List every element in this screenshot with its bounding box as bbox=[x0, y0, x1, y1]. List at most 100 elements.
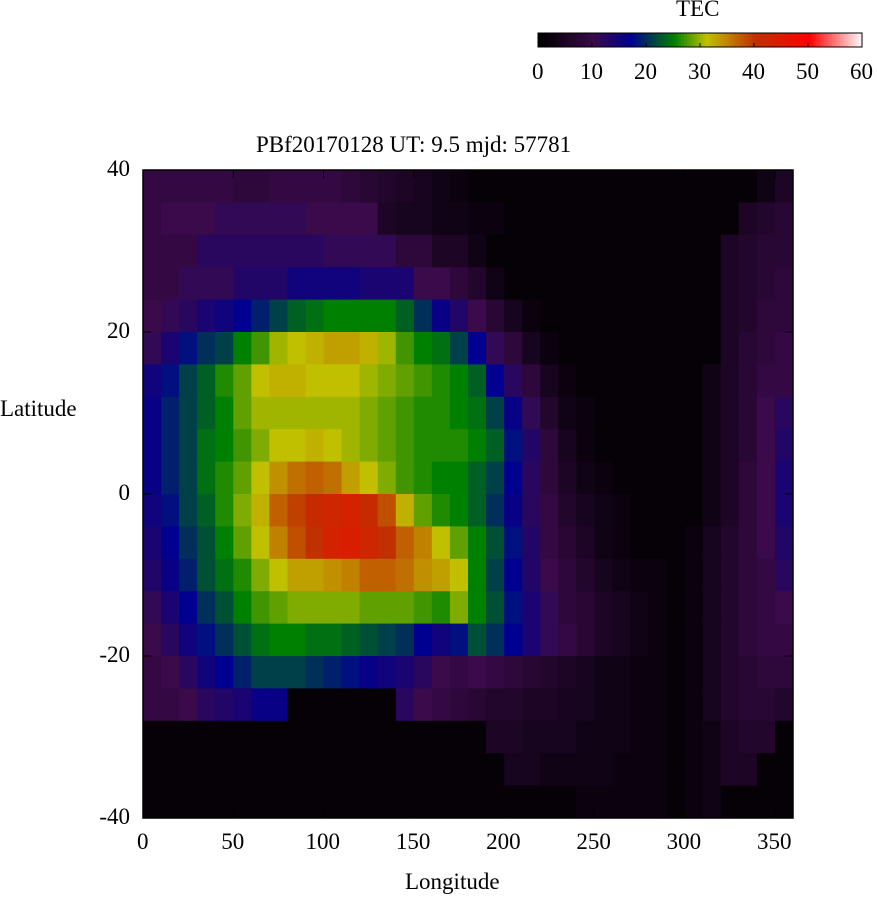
heatmap-cell bbox=[341, 461, 361, 495]
heatmap-cell bbox=[558, 332, 577, 365]
heatmap-cell bbox=[305, 202, 325, 236]
heatmap-cell bbox=[359, 494, 379, 527]
heatmap-cell bbox=[738, 396, 758, 430]
heatmap-cell bbox=[287, 720, 306, 754]
heatmap-cell bbox=[197, 170, 216, 203]
heatmap-cell bbox=[377, 688, 397, 722]
heatmap-cell bbox=[774, 785, 794, 819]
heatmap-cell bbox=[648, 591, 668, 625]
heatmap-cell bbox=[738, 332, 758, 365]
heatmap-cell bbox=[702, 170, 722, 203]
heatmap-cell bbox=[486, 688, 505, 722]
heatmap-cell bbox=[215, 494, 234, 527]
heatmap-cell bbox=[161, 429, 180, 463]
heatmap-cell bbox=[359, 526, 379, 560]
heatmap-cell bbox=[395, 429, 415, 463]
colorbar-segment bbox=[540, 33, 544, 47]
heatmap-cell bbox=[287, 170, 306, 203]
heatmap-cell bbox=[287, 267, 306, 301]
colorbar-segment bbox=[783, 33, 787, 47]
heatmap-cell bbox=[323, 688, 343, 722]
heatmap-cell bbox=[305, 753, 325, 787]
heatmap-cell bbox=[630, 753, 650, 787]
heatmap-cell bbox=[143, 494, 162, 527]
heatmap-cell bbox=[377, 299, 397, 333]
heatmap-cell bbox=[161, 202, 180, 236]
heatmap-cell bbox=[666, 558, 686, 592]
heatmap-cell bbox=[756, 526, 776, 560]
colorbar-segment bbox=[583, 33, 588, 47]
heatmap-cell bbox=[251, 558, 270, 592]
heatmap-cell bbox=[702, 332, 722, 365]
heatmap-cell bbox=[323, 494, 343, 527]
heatmap-cell bbox=[486, 720, 505, 754]
heatmap-cell bbox=[720, 299, 740, 333]
heatmap-cell bbox=[251, 170, 270, 203]
heatmap-cell bbox=[449, 591, 469, 625]
colorbar-segment bbox=[826, 33, 831, 47]
colorbar-segment bbox=[691, 33, 696, 47]
heatmap-cell bbox=[215, 202, 234, 236]
heatmap-cell bbox=[468, 526, 487, 560]
heatmap-cell bbox=[702, 623, 722, 657]
colorbar-tick-label: 30 bbox=[688, 59, 711, 84]
heatmap-cell bbox=[756, 396, 776, 430]
heatmap-cell bbox=[161, 396, 180, 430]
heatmap-cell bbox=[720, 332, 740, 365]
heatmap-cell bbox=[612, 753, 631, 787]
heatmap-cell bbox=[468, 623, 487, 657]
heatmap-cell bbox=[359, 170, 379, 203]
heatmap-cell bbox=[251, 753, 270, 787]
colorbar-segment bbox=[727, 33, 731, 47]
heatmap-cell bbox=[612, 558, 631, 592]
heatmap-cell bbox=[359, 364, 379, 398]
heatmap-cell bbox=[197, 720, 216, 754]
heatmap-cell bbox=[341, 332, 361, 365]
heatmap-cell bbox=[233, 494, 252, 527]
colorbar-segment bbox=[832, 33, 836, 47]
heatmap-cell bbox=[359, 753, 379, 787]
colorbar-segment bbox=[799, 33, 804, 47]
heatmap-cell bbox=[143, 267, 162, 301]
colorbar-segment bbox=[629, 33, 634, 47]
heatmap-cell bbox=[359, 688, 379, 722]
heatmap-cell bbox=[522, 494, 541, 527]
heatmap-cell bbox=[233, 202, 252, 236]
colorbar-segment bbox=[821, 33, 825, 47]
colorbar-segment bbox=[546, 33, 550, 47]
heatmap-cell bbox=[702, 396, 722, 430]
heatmap-cell bbox=[359, 332, 379, 365]
heatmap-cell bbox=[233, 332, 252, 365]
heatmap-cell bbox=[431, 332, 451, 365]
heatmap-cell bbox=[341, 429, 361, 463]
colorbar-segment bbox=[651, 33, 655, 47]
colorbar-segment bbox=[802, 33, 806, 47]
colorbar-segment bbox=[743, 33, 747, 47]
heatmap-cell bbox=[305, 364, 325, 398]
heatmap-cell bbox=[431, 591, 451, 625]
heatmap-cell bbox=[756, 202, 776, 236]
heatmap-cell bbox=[197, 753, 216, 787]
heatmap-cell bbox=[323, 299, 343, 333]
heatmap-cell bbox=[684, 558, 704, 592]
heatmap-cell bbox=[486, 364, 505, 398]
colorbar-segment bbox=[845, 33, 850, 47]
heatmap-cell bbox=[576, 364, 595, 398]
colorbar-segment bbox=[764, 33, 769, 47]
heatmap-cell bbox=[720, 720, 740, 754]
heatmap-cell bbox=[774, 364, 794, 398]
heatmap-cell bbox=[269, 234, 288, 268]
x-tick-label: 50 bbox=[221, 829, 245, 854]
heatmap-cell bbox=[341, 299, 361, 333]
heatmap-cell bbox=[684, 170, 704, 203]
heatmap-cell bbox=[558, 494, 577, 527]
heatmap-cell bbox=[143, 526, 162, 560]
heatmap-cell bbox=[341, 267, 361, 301]
heatmap-cell bbox=[612, 332, 631, 365]
colorbar-segment bbox=[559, 33, 563, 47]
heatmap-cell bbox=[630, 720, 650, 754]
heatmap-cell bbox=[143, 656, 162, 689]
heatmap-cell bbox=[540, 753, 559, 787]
heatmap-cell bbox=[431, 267, 451, 301]
heatmap-cell bbox=[504, 591, 523, 625]
